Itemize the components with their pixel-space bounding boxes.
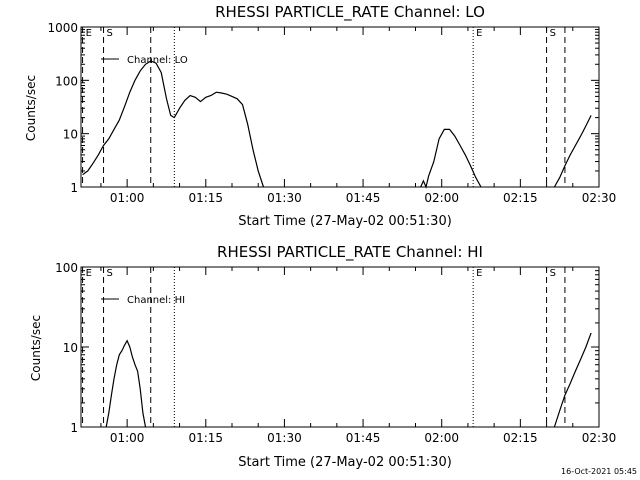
- lo-y-tick-label: 1: [70, 181, 78, 195]
- hi-x-tick-label: 02:00: [424, 431, 459, 445]
- hi-event-marker-label: E: [476, 268, 482, 279]
- lo-x-tick-label: 01:45: [346, 191, 381, 205]
- hi-x-tick-label: 02:30: [582, 431, 617, 445]
- hi-event-marker-label: S: [550, 268, 556, 279]
- hi-x-axis-label: Start Time (27-May-02 00:51:30): [238, 455, 452, 470]
- lo-y-tick-label: 1000: [47, 21, 78, 35]
- lo-event-marker-label: E: [476, 28, 482, 39]
- hi-x-tick-label: 01:45: [346, 431, 381, 445]
- lo-x-tick-label: 01:30: [267, 191, 302, 205]
- lo-event-marker-label: E: [86, 28, 92, 39]
- lo-y-axis-label: Counts/sec: [24, 75, 38, 141]
- lo-y-tick-label: 100: [55, 74, 78, 88]
- lo-x-axis-label: Start Time (27-May-02 00:51:30): [238, 214, 452, 229]
- hi-series-line: [105, 332, 592, 428]
- hi-legend-label: Channel: HI: [127, 295, 185, 306]
- lo-series-line: [82, 60, 592, 189]
- hi-chart-title: RHESSI PARTICLE_RATE Channel: HI: [217, 243, 483, 262]
- lo-x-tick-label: 02:30: [582, 191, 617, 205]
- hi-y-tick-label: 10: [63, 341, 78, 355]
- lo-x-tick-label: 02:00: [424, 191, 459, 205]
- lo-x-tick-label: 02:15: [503, 191, 538, 205]
- lo-event-marker-label: S: [107, 28, 113, 39]
- lo-channel-panel: RHESSI PARTICLE_RATE Channel: LO Start T…: [24, 3, 616, 229]
- hi-x-tick-label: 01:15: [188, 431, 223, 445]
- timestamp: 16-Oct-2021 05:45: [561, 467, 637, 476]
- hi-channel-panel: RHESSI PARTICLE_RATE Channel: HI Start T…: [29, 243, 616, 470]
- hi-y-axis-label: Counts/sec: [29, 315, 43, 381]
- hi-x-tick-label: 01:00: [110, 431, 145, 445]
- lo-plot-frame: [80, 26, 600, 188]
- lo-chart-title: RHESSI PARTICLE_RATE Channel: LO: [215, 3, 485, 22]
- lo-x-tick-label: 01:15: [188, 191, 223, 205]
- lo-event-marker-label: S: [550, 28, 556, 39]
- hi-x-tick-label: 02:15: [503, 431, 538, 445]
- hi-x-tick-label: 01:30: [267, 431, 302, 445]
- lo-x-tick-label: 01:00: [110, 191, 145, 205]
- lo-legend-label: Channel: LO: [127, 55, 188, 66]
- hi-event-marker-label: S: [107, 268, 113, 279]
- hi-y-tick-label: 100: [55, 261, 78, 275]
- hi-event-marker-label: E: [86, 268, 92, 279]
- hi-y-tick-label: 1: [70, 421, 78, 435]
- hi-plot-frame: [80, 266, 600, 428]
- lo-y-tick-label: 10: [63, 128, 78, 142]
